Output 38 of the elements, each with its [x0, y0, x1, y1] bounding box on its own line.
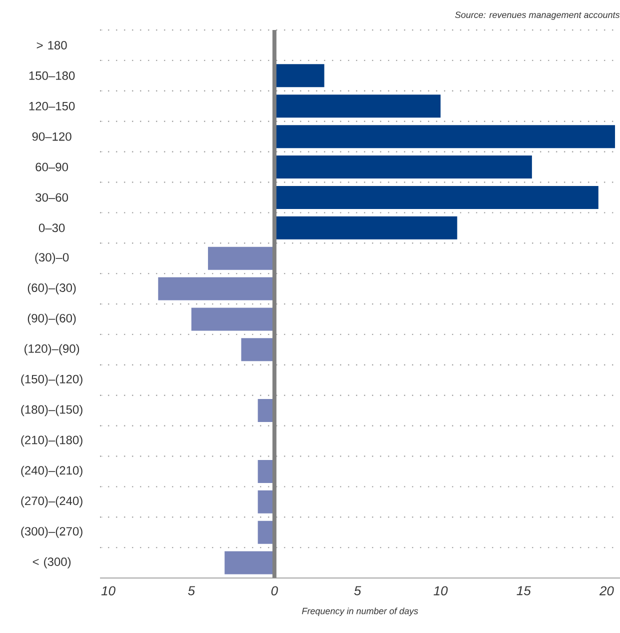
y-tick-label: < (300): [32, 557, 71, 568]
y-tick-label: (180)–(150): [21, 404, 82, 416]
y-tick-label: (270)–(240): [21, 496, 82, 508]
bar: [274, 64, 324, 88]
bar: [224, 551, 274, 574]
y-tick-label: (300)–(270): [21, 526, 82, 538]
bar: [158, 277, 274, 300]
y-tick-label: (120)–(90): [24, 344, 80, 356]
bar: [274, 125, 616, 148]
bar: [191, 308, 274, 331]
x-tick-label: 10: [101, 586, 116, 596]
y-tick-label: 150–180: [29, 71, 75, 80]
y-tick-label: 60–90: [36, 162, 68, 172]
y-tick-label: 30–60: [36, 193, 68, 202]
x-tick-label: 0: [271, 586, 278, 596]
y-tick-label: (30)–0: [35, 252, 69, 264]
y-tick-label: (240)–(210): [21, 466, 82, 478]
y-tick-label: > 180: [36, 40, 67, 50]
bar: [208, 246, 274, 270]
x-tick-label: 5: [188, 586, 196, 596]
x-axis-title: Frequency in number of days: [302, 608, 418, 616]
x-tick-label: 10: [434, 586, 448, 596]
x-tick-label: 20: [599, 586, 614, 596]
bar: [274, 156, 532, 179]
y-tick-label: (60)–(30): [28, 283, 76, 294]
bar: [274, 186, 598, 209]
y-tick-label: 0–30: [38, 224, 65, 232]
y-tick-label: 90–120: [32, 132, 72, 141]
source-note: Source: revenues management accounts: [455, 12, 620, 20]
x-tick-label: 5: [354, 586, 362, 596]
y-tick-label: (90)–(60): [28, 314, 76, 325]
y-tick-label: 120–150: [29, 102, 75, 110]
y-tick-label: (150)–(120): [21, 374, 82, 386]
bar: [274, 216, 458, 240]
x-tick-label: 15: [516, 586, 531, 596]
y-tick-label: (210)–(180): [21, 435, 82, 447]
bar: [274, 94, 441, 118]
bar: [241, 338, 274, 362]
